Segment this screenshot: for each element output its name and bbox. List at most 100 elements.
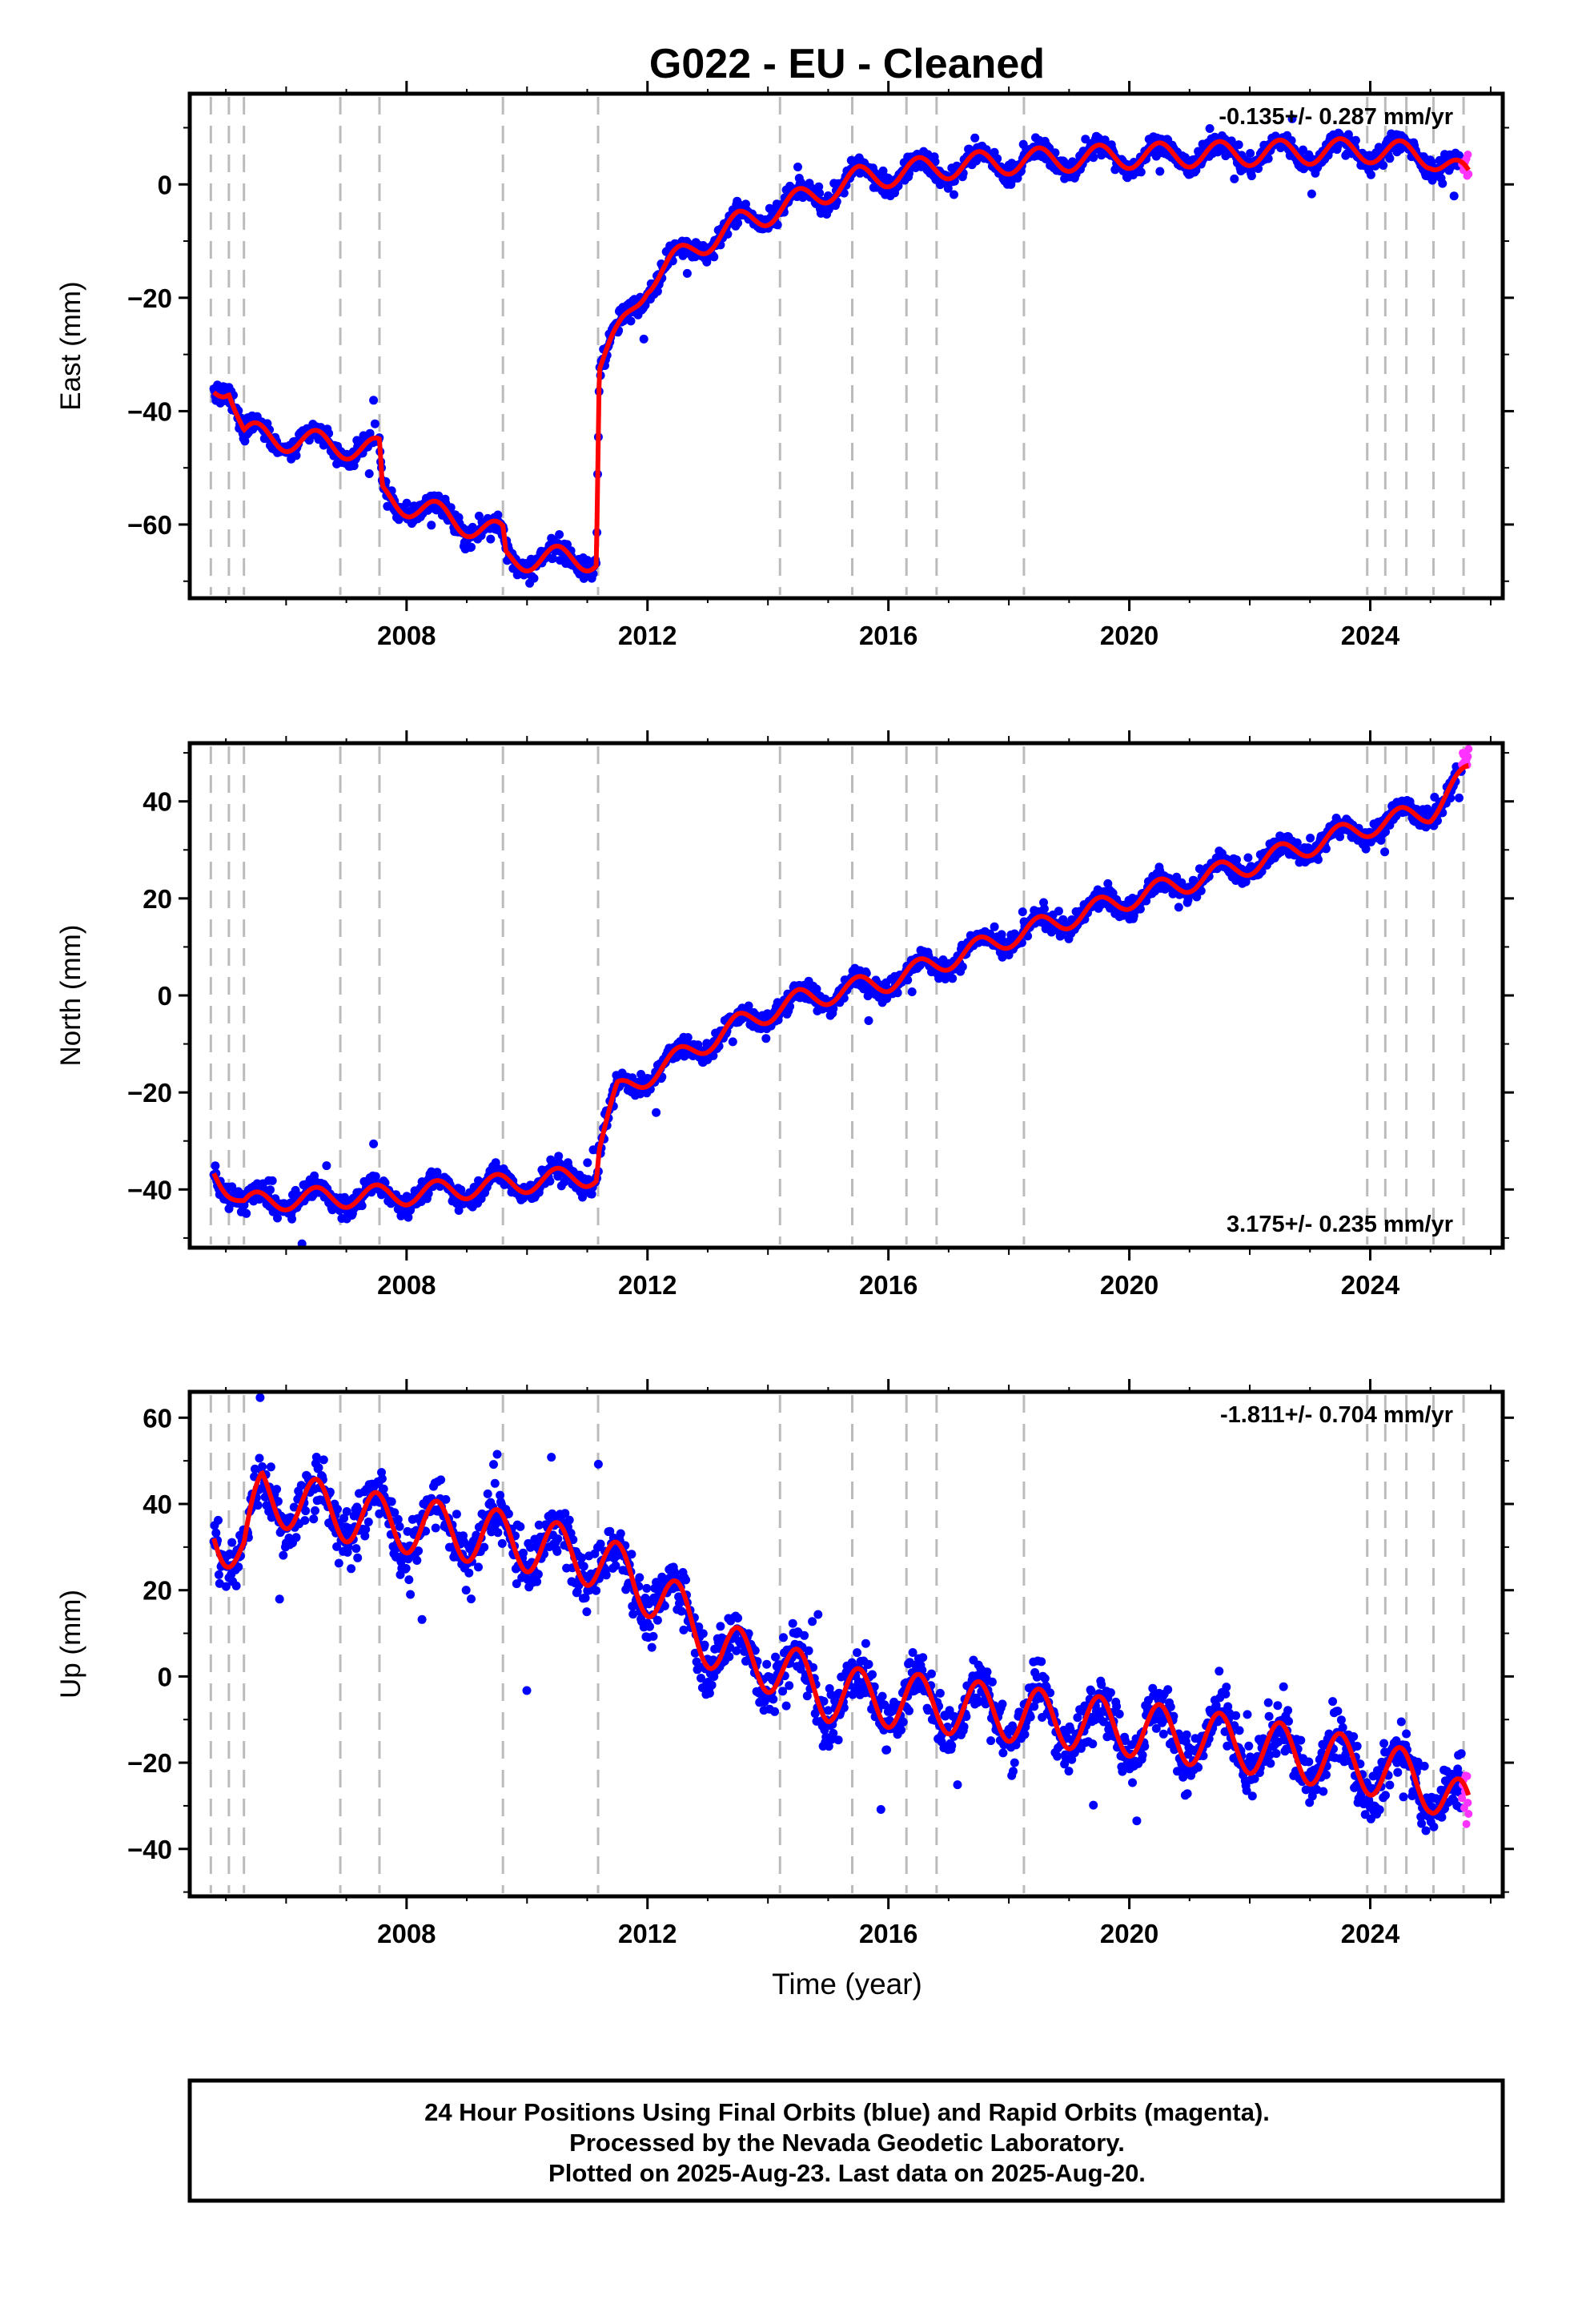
final-orbit-point <box>770 1707 780 1716</box>
final-orbit-point <box>1155 167 1165 176</box>
final-orbit-point <box>616 1529 625 1538</box>
final-orbit-point <box>814 182 824 191</box>
final-orbit-point <box>1205 124 1215 133</box>
final-orbit-point <box>733 1614 743 1622</box>
final-orbit-point <box>242 1208 251 1218</box>
final-orbit-point <box>545 1176 555 1186</box>
final-orbit-point <box>493 510 503 520</box>
final-orbit-point <box>555 530 564 539</box>
final-orbit-point <box>1314 854 1323 864</box>
final-orbit-point <box>1306 834 1315 842</box>
final-orbit-point <box>626 316 636 326</box>
final-orbit-point <box>486 534 496 544</box>
final-orbit-point <box>311 1506 319 1515</box>
final-orbit-point <box>1263 154 1273 163</box>
final-orbit-point <box>1089 153 1098 163</box>
final-orbit-point <box>744 1001 753 1011</box>
final-orbit-point <box>490 1478 500 1488</box>
final-orbit-point <box>592 1586 601 1595</box>
final-orbit-point <box>601 1570 611 1580</box>
final-orbit-point <box>1299 145 1307 155</box>
final-orbit-point <box>652 1108 661 1117</box>
final-orbit-point <box>1020 1730 1030 1739</box>
final-orbit-point <box>364 469 374 478</box>
final-orbit-point <box>728 1037 737 1047</box>
final-orbit-point <box>769 1695 778 1704</box>
final-orbit-point <box>402 498 412 508</box>
final-orbit-point <box>253 1501 263 1510</box>
final-orbit-point <box>953 1780 962 1790</box>
final-orbit-point <box>273 1497 283 1506</box>
final-orbit-point <box>635 1573 644 1582</box>
final-orbit-point <box>369 396 379 405</box>
final-orbit-point <box>427 521 436 530</box>
final-orbit-point <box>319 1455 328 1465</box>
position-points <box>209 1393 1473 1835</box>
final-orbit-point <box>853 1648 861 1658</box>
final-orbit-point <box>700 1640 709 1650</box>
final-orbit-point <box>393 1514 403 1524</box>
final-orbit-point <box>375 1509 384 1518</box>
final-orbit-point <box>533 1570 543 1579</box>
x-tick-label: 2016 <box>859 621 917 650</box>
final-orbit-point <box>965 144 974 154</box>
final-orbit-point <box>1128 1778 1137 1787</box>
final-orbit-point <box>360 1531 370 1541</box>
x-tick-label: 2008 <box>377 621 436 650</box>
final-orbit-point <box>583 1158 592 1168</box>
final-orbit-point <box>404 1212 413 1222</box>
final-orbit-point <box>369 1139 379 1148</box>
final-orbit-point <box>214 1570 223 1579</box>
final-orbit-point <box>639 334 648 344</box>
final-orbit-point <box>927 1669 936 1679</box>
final-orbit-point <box>705 1688 714 1698</box>
final-orbit-point <box>897 1725 906 1735</box>
final-orbit-point <box>800 1630 809 1640</box>
final-orbit-point <box>343 1542 353 1552</box>
final-orbit-point <box>258 1462 267 1471</box>
final-orbit-point <box>301 1506 311 1516</box>
final-orbit-point <box>1455 793 1464 802</box>
final-orbit-point <box>492 1449 502 1459</box>
final-orbit-point <box>645 1622 654 1631</box>
final-orbit-point <box>788 1618 797 1628</box>
y-tick-label: 40 <box>143 787 172 817</box>
final-orbit-point <box>296 1481 306 1490</box>
final-orbit-point <box>733 219 743 227</box>
final-orbit-point <box>785 1002 795 1011</box>
final-orbit-point <box>683 1033 693 1042</box>
final-orbit-point <box>1366 170 1375 179</box>
final-orbit-point <box>227 1538 237 1547</box>
final-orbit-point <box>279 1550 288 1560</box>
final-orbit-point <box>322 1161 331 1171</box>
final-orbit-point <box>300 1516 310 1526</box>
final-orbit-point <box>898 1717 908 1727</box>
final-orbit-point <box>793 163 802 171</box>
final-orbit-point <box>564 1515 574 1525</box>
final-orbit-point <box>882 1745 892 1755</box>
final-orbit-point <box>406 1590 416 1599</box>
panel-frame <box>187 91 1505 601</box>
final-orbit-point <box>681 1575 691 1585</box>
final-orbit-point <box>266 1462 275 1472</box>
x-tick-label: 2012 <box>618 621 677 650</box>
final-orbit-point <box>363 1518 373 1526</box>
rate-label: -0.135+/- 0.287 mm/yr <box>1219 104 1453 130</box>
final-orbit-point <box>554 1152 564 1161</box>
final-orbit-point <box>627 1550 636 1559</box>
final-orbit-point <box>467 1594 476 1604</box>
final-orbit-point <box>446 503 456 513</box>
rate-label: 3.175+/- 0.235 mm/yr <box>1227 1212 1453 1237</box>
final-orbit-point <box>357 1201 367 1211</box>
final-orbit-point <box>1292 838 1302 847</box>
final-orbit-point <box>707 1680 717 1690</box>
final-orbit-point <box>255 1454 264 1463</box>
final-orbit-point <box>716 1622 725 1631</box>
rapid-orbit-point <box>1464 745 1473 754</box>
final-orbit-point <box>1446 794 1456 803</box>
y-tick-label: −60 <box>127 510 172 540</box>
